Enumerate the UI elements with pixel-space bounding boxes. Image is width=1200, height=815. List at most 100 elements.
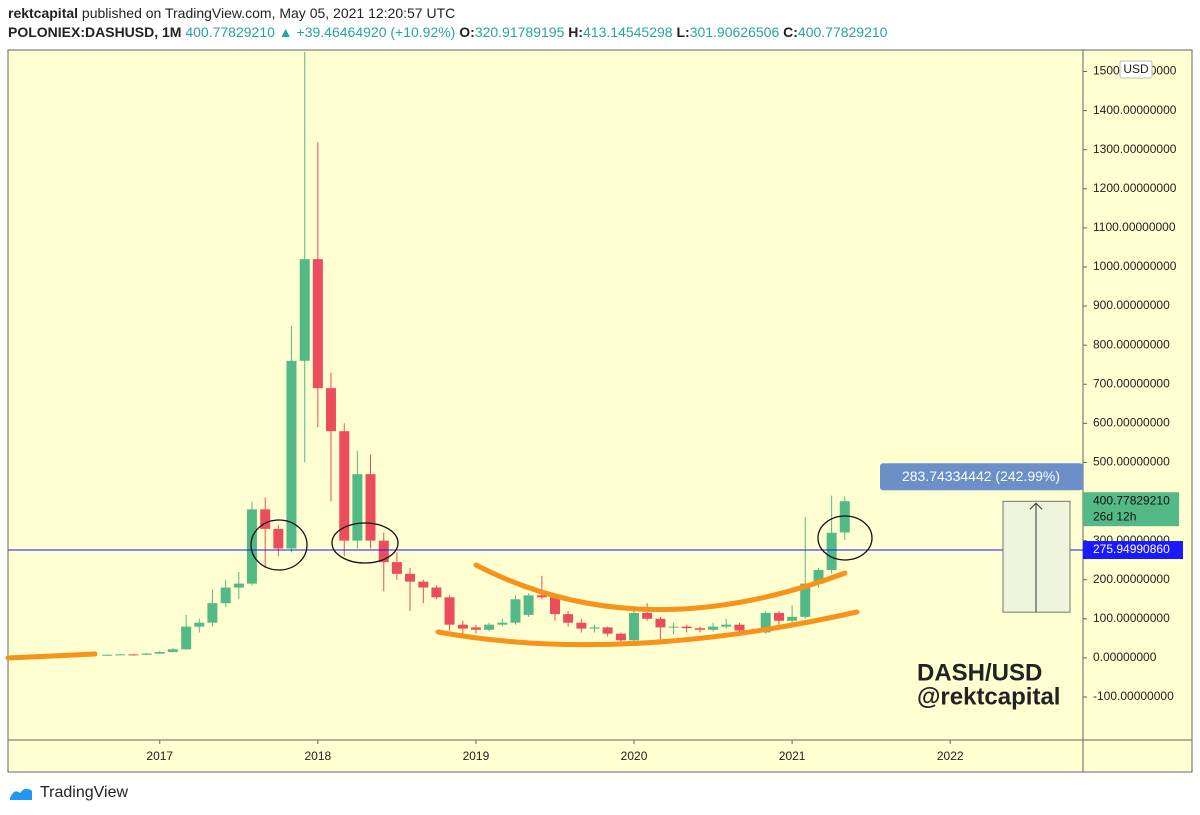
orange-arc <box>473 562 848 612</box>
candle-body <box>681 626 692 629</box>
candle-body <box>154 652 165 654</box>
measure-label: 283.74334442 (242.99%) <box>902 468 1060 484</box>
hline-label-bg <box>1083 541 1183 560</box>
candle-body <box>194 622 205 627</box>
x-tick-label: 2018 <box>305 749 332 763</box>
hline-label: 275.94990860 <box>1093 542 1170 556</box>
candle-body <box>760 612 771 633</box>
symbol: POLONIEX:DASHUSD, 1M <box>8 24 182 40</box>
candle-body <box>800 583 811 617</box>
x-tick-label: 2017 <box>146 749 173 763</box>
candle-body <box>497 622 508 625</box>
candle-body <box>549 597 560 615</box>
candle-body <box>602 627 613 634</box>
candle-body <box>233 583 244 588</box>
candle-body <box>312 259 323 389</box>
c-label: C: <box>783 24 798 40</box>
candle-body <box>260 509 271 529</box>
y-tick-label: 1400.00000000 <box>1093 103 1177 117</box>
chart: -100.00000000 0.00000000 100.00000000 200.0… <box>5 49 1193 773</box>
candle-body <box>128 654 139 656</box>
watermark: DASH/USD <box>917 659 1042 686</box>
candle-body <box>167 649 178 653</box>
candle-body <box>418 581 429 588</box>
y-tick-label: 700.00000000 <box>1093 376 1170 390</box>
watermark: @rektcapital <box>917 683 1060 710</box>
measure-arrowhead <box>1029 502 1043 510</box>
candle-body <box>615 633 626 641</box>
h: 413.14545298 <box>583 24 673 40</box>
c: 400.77829210 <box>797 24 888 40</box>
candle-body <box>576 622 587 629</box>
candle-body <box>470 627 481 630</box>
candle-body <box>457 624 468 629</box>
candle-body <box>391 562 402 574</box>
candle-body <box>220 587 231 604</box>
header: rektcapital published on TradingView.com… <box>8 4 887 42</box>
last: 400.77829210 <box>185 24 275 40</box>
candle-body <box>325 388 336 432</box>
candle-body <box>207 603 218 623</box>
candle-body <box>102 654 113 656</box>
footer: TradingView <box>8 784 128 802</box>
candle-body <box>589 627 600 629</box>
measure-label-bg <box>880 463 1083 491</box>
h-label: H: <box>568 24 584 40</box>
up-arrow: ▲ <box>278 24 293 40</box>
drawings <box>5 562 860 661</box>
candle-body <box>273 528 284 549</box>
candle-body <box>655 618 666 628</box>
l-label: L: <box>676 24 690 40</box>
x-tick-label: 2022 <box>937 749 964 763</box>
o-label: O: <box>459 24 475 40</box>
last-price-label: 400.77829210 <box>1093 493 1170 507</box>
candle-body <box>826 532 837 570</box>
candle-body <box>721 624 732 627</box>
y-tick-label: 900.00000000 <box>1093 298 1170 312</box>
candle-body <box>787 616 798 621</box>
brand: TradingView <box>40 784 129 801</box>
y-tick-label: 600.00000000 <box>1093 416 1170 430</box>
published: published on TradingView.com, May 05, 20… <box>78 5 456 21</box>
candle-body <box>523 595 534 615</box>
candle-body <box>378 540 389 563</box>
candle-body <box>141 653 152 655</box>
l: 301.90626506 <box>689 24 780 40</box>
author: rektcapital <box>8 5 79 21</box>
x-tick-label: 2020 <box>621 749 648 763</box>
candle-body <box>431 587 442 598</box>
y-tick-label: 200.00000000 <box>1093 572 1170 586</box>
candle-body <box>444 597 455 625</box>
candle-body <box>563 614 574 623</box>
candle-body <box>629 612 640 641</box>
y-tick-label: 1200.00000000 <box>1093 181 1177 195</box>
o: 320.91789195 <box>474 24 565 40</box>
candle-body <box>510 599 521 623</box>
y-tick-label: -100.00000000 <box>1093 689 1174 703</box>
candle-body <box>286 360 297 549</box>
candle-body <box>181 626 192 650</box>
circles <box>250 515 873 571</box>
marks: -100.00000000 0.00000000 100.00000000 200.0… <box>8 51 1183 763</box>
y-tick-label: 800.00000000 <box>1093 337 1170 351</box>
x-tick-label: 2021 <box>779 749 806 763</box>
y-tick-label: 1300.00000000 <box>1093 142 1177 156</box>
currency-badge <box>1119 60 1153 79</box>
candle-body <box>536 595 547 598</box>
orange-line <box>5 651 98 661</box>
x-tick-label: 2019 <box>463 749 490 763</box>
y-tick-label: 500.00000000 <box>1093 455 1170 469</box>
countdown: 26d 12h <box>1093 509 1136 523</box>
y-tick-label: 0.00000000 <box>1093 650 1157 664</box>
candle-body <box>694 628 705 630</box>
candle-body <box>773 612 784 621</box>
candle-body <box>299 259 310 361</box>
candle-body <box>813 569 824 584</box>
candle-body <box>708 626 719 630</box>
y-tick-label: 100.00000000 <box>1093 611 1170 625</box>
last-price-bg <box>1083 492 1179 527</box>
logo-icon <box>10 788 32 800</box>
y-tick-label: 1000.00000000 <box>1093 259 1177 273</box>
background <box>7 49 1193 773</box>
